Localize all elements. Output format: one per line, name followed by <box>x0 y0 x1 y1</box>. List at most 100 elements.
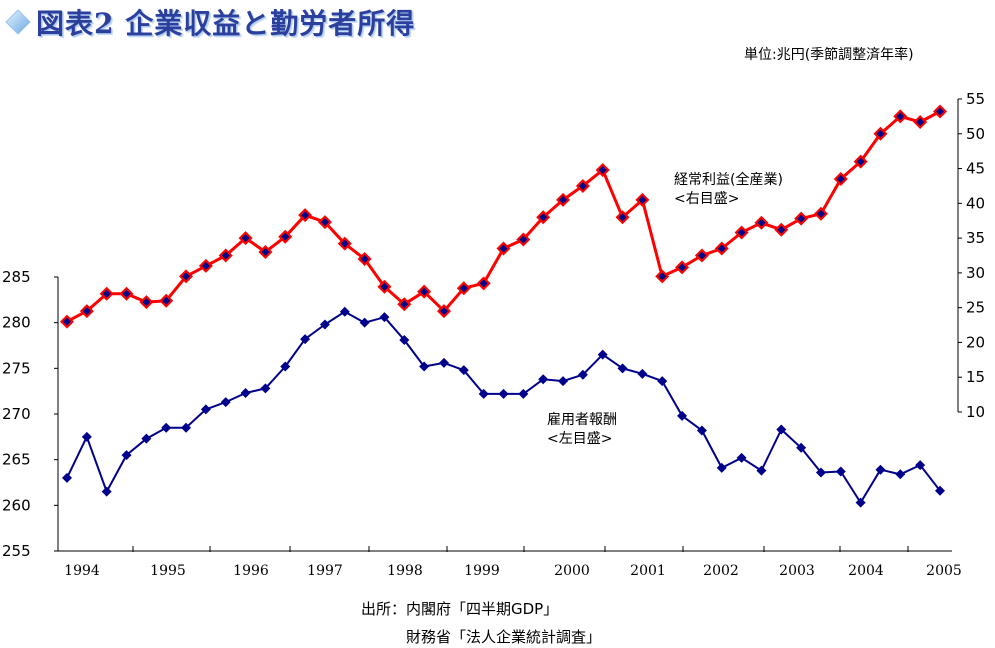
profit-point <box>122 289 131 298</box>
comp-point <box>855 497 866 508</box>
profit-point <box>201 261 210 270</box>
x-axis-tick-label: 1998 <box>387 563 423 579</box>
comp-point <box>498 388 509 399</box>
comp-point <box>280 361 291 372</box>
title-block: 図表2 企業収益と勤労者所得 <box>4 2 415 42</box>
source-line-1: 出所：内閣府「四半期GDP」 <box>361 600 559 618</box>
page-title: 図表2 企業収益と勤労者所得 <box>36 7 416 40</box>
comp-point <box>677 410 688 421</box>
profit-point <box>420 287 429 296</box>
diamond-bullet-icon <box>5 9 31 35</box>
profit-point <box>856 157 865 166</box>
profit-series-label: 経常利益(全産業) <box>674 171 783 188</box>
left-axis-tick-label: 265 <box>2 451 31 469</box>
x-axis-tick-label: 1999 <box>464 563 500 579</box>
unit-note: 単位:兆円(季節調整済年率) <box>744 47 914 63</box>
comp-point <box>657 376 668 387</box>
profit-point <box>578 181 587 190</box>
right-axis-tick-label: 15 <box>966 368 985 386</box>
profit-point <box>916 117 925 126</box>
comp-point <box>399 335 410 346</box>
comp-point <box>558 376 569 387</box>
profit-point <box>697 251 706 260</box>
left-axis-tick-label: 285 <box>2 268 31 286</box>
profit-point <box>737 228 746 237</box>
comp-point <box>458 365 469 376</box>
comp-series-label: 雇用者報酬 <box>547 411 617 428</box>
profit-point <box>638 195 647 204</box>
profit-point <box>896 112 905 121</box>
right-axis: 10 15 20 25 30 35 40 45 50 55 <box>957 90 985 421</box>
comp-point <box>379 312 390 323</box>
profit-point <box>281 232 290 241</box>
comp-point <box>716 462 727 473</box>
profit-point <box>499 244 508 253</box>
profit-axis-note: <右目盛> <box>674 191 739 207</box>
comp-point <box>756 465 767 476</box>
profit-point <box>539 213 548 222</box>
profit-point <box>757 218 766 227</box>
comp-point <box>815 467 826 478</box>
comp-point <box>617 363 628 374</box>
comp-point <box>637 368 648 379</box>
x-axis-tick-label: 2005 <box>926 563 962 579</box>
series-layer <box>60 104 947 508</box>
profit-point <box>142 298 151 307</box>
profit-series <box>60 104 947 329</box>
comp-point <box>200 404 211 415</box>
x-axis-tick-label: 1997 <box>307 563 343 579</box>
right-axis-tick-label: 35 <box>966 229 985 247</box>
profit-point <box>320 218 329 227</box>
right-axis-tick-label: 20 <box>966 333 985 351</box>
comp-point <box>339 306 350 317</box>
left-axis-tick-label: 270 <box>2 405 31 423</box>
comp-point <box>915 460 926 471</box>
comp-point <box>696 425 707 436</box>
x-axis-tick-label: 1994 <box>64 563 100 579</box>
comp-point <box>101 486 112 497</box>
x-axis: 1994 1995 1996 1997 1998 1999 2000 2001 2002 2003… <box>58 546 962 579</box>
series-labels: 経常利益(全産業) <右目盛> 雇用者報酬 <左目盛> <box>547 171 783 447</box>
comp-point <box>597 349 608 360</box>
comp-point <box>438 357 449 368</box>
comp-point <box>220 397 231 408</box>
profit-point <box>301 211 310 220</box>
comp-point <box>796 442 807 453</box>
right-axis-tick-label: 45 <box>966 160 985 178</box>
profit-point <box>678 263 687 272</box>
profit-point <box>102 289 111 298</box>
x-axis-tick-label: 1995 <box>150 563 186 579</box>
comp-point <box>538 374 549 385</box>
left-axis-tick-label: 255 <box>2 542 31 560</box>
comp-point <box>62 472 72 483</box>
comp-point <box>895 469 906 480</box>
profit-line <box>66 110 941 323</box>
profit-point <box>380 282 389 291</box>
right-axis-tick-label: 50 <box>966 125 985 143</box>
comp-point <box>161 422 172 433</box>
comp-point <box>300 334 311 345</box>
right-axis-tick-label: 10 <box>966 403 985 421</box>
left-axis: 255 260 265 270 275 280 285 <box>2 268 59 560</box>
comp-series <box>62 306 945 508</box>
profit-point <box>658 272 667 281</box>
profit-point <box>777 225 786 234</box>
profit-point <box>162 296 171 305</box>
left-axis-tick-label: 260 <box>2 496 31 514</box>
profit-point <box>360 254 369 263</box>
profit-point <box>261 248 270 257</box>
profit-point <box>459 284 468 293</box>
x-axis-tick-label: 2000 <box>554 563 590 579</box>
comp-point <box>141 433 152 444</box>
comp-point <box>240 387 251 398</box>
comp-point <box>81 431 92 442</box>
profit-point <box>797 214 806 223</box>
profit-point <box>241 234 250 243</box>
comp-point <box>419 361 430 372</box>
right-axis-tick-label: 55 <box>966 90 985 108</box>
profit-point <box>479 279 488 288</box>
profit-point <box>519 235 528 244</box>
right-axis-tick-label: 30 <box>966 264 985 282</box>
x-axis-tick-label: 2001 <box>630 563 666 579</box>
x-axis-tick-label: 2003 <box>779 563 815 579</box>
